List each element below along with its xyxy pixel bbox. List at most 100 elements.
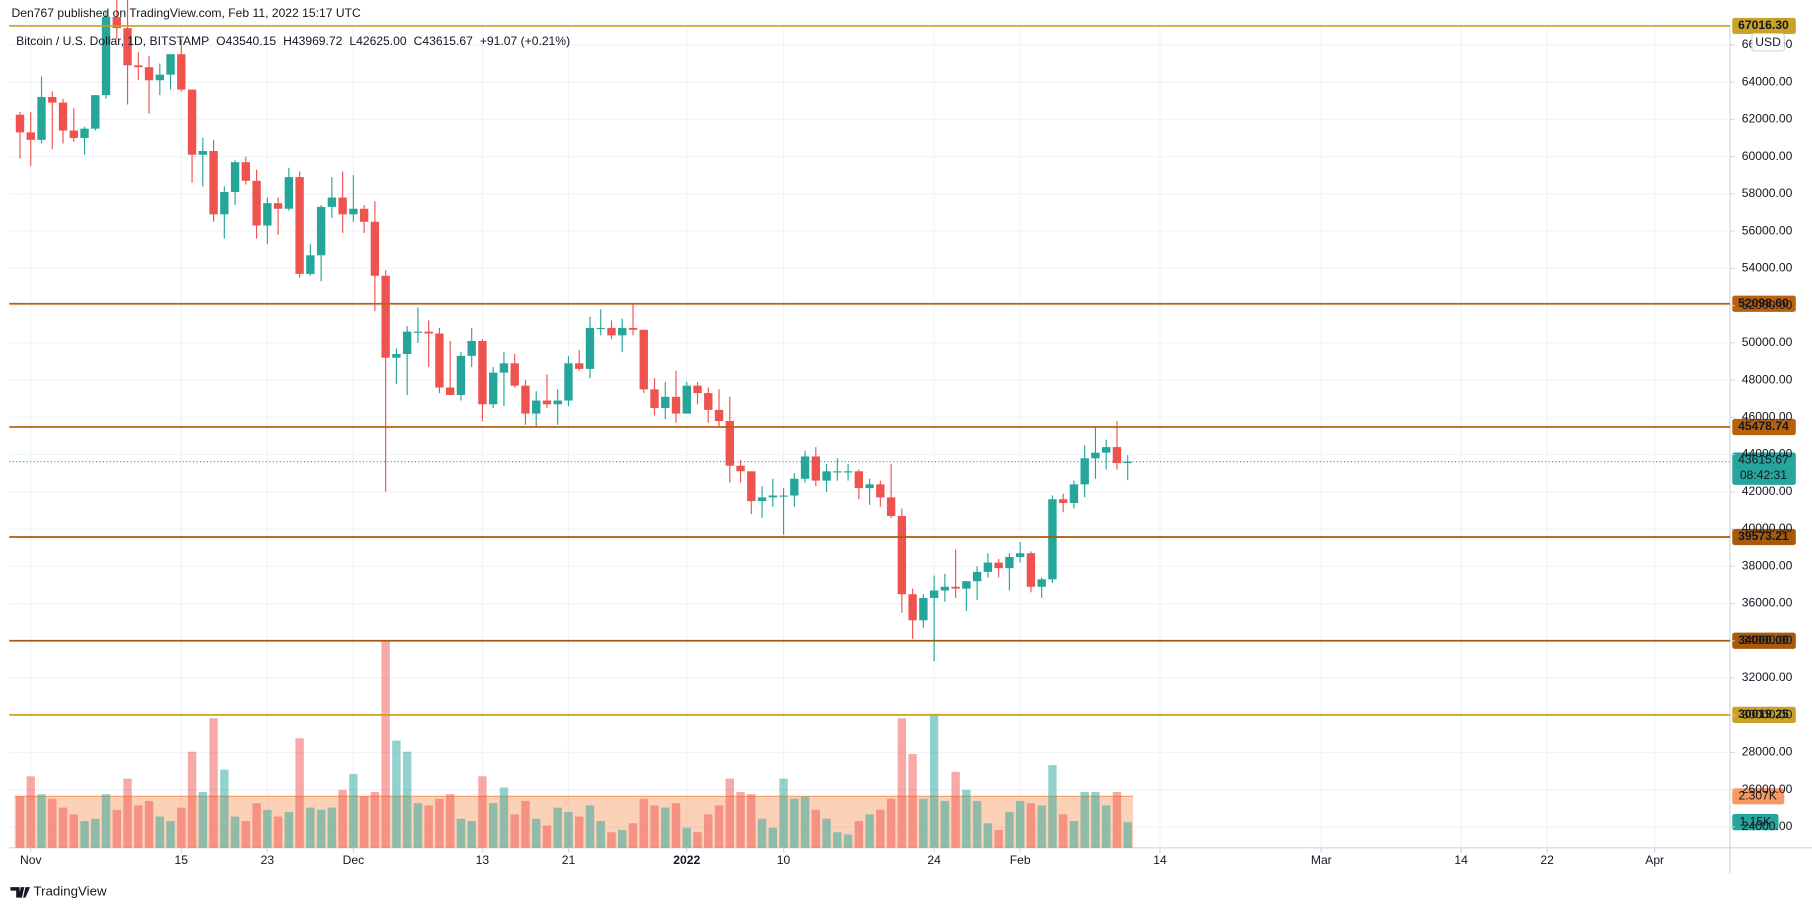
ohlc-value: 42625.00	[356, 34, 407, 48]
volume-bar	[349, 774, 358, 848]
candle-body	[413, 331, 423, 333]
candle-body	[316, 206, 326, 256]
level-label-box	[1732, 295, 1796, 312]
candle-body	[370, 221, 380, 276]
candle-body	[1102, 447, 1111, 453]
candle-body	[327, 197, 337, 207]
candle-body	[639, 329, 648, 390]
y-tick-label: 30000.00	[1742, 707, 1793, 721]
volume-ma-label: 2.307K	[1738, 788, 1776, 802]
volume-bar	[962, 789, 971, 848]
y-tick-label: 34000.00	[1742, 633, 1793, 647]
volume-bar	[811, 809, 821, 848]
y-tick-label: 26000.00	[1742, 782, 1793, 796]
candle-body	[757, 497, 767, 502]
volume-bar	[402, 751, 412, 848]
ohlc-key: C	[414, 34, 423, 48]
volume-bar	[628, 823, 638, 848]
x-tick-label: Feb	[1010, 853, 1031, 867]
brand: TradingView	[34, 883, 107, 898]
volume-last-label: 1.15K	[1740, 814, 1772, 828]
volume-bar	[585, 805, 595, 848]
levels: 67016.30 52098.60 45478.74 39573.21 34000.00…	[9, 17, 1796, 831]
candle-body	[919, 597, 928, 621]
candle-body	[962, 581, 971, 589]
candle-body	[693, 385, 702, 394]
volume-bar	[553, 807, 562, 848]
volume-bar	[886, 798, 896, 848]
volume-bar	[359, 796, 369, 848]
candle-body	[618, 327, 627, 336]
volume-bar	[456, 818, 466, 848]
candle-body	[650, 389, 659, 408]
volume-bar	[381, 640, 390, 848]
candle-body	[1037, 579, 1046, 587]
x-tick-label: 23	[261, 853, 275, 867]
y-tick-label: 62000.00	[1742, 112, 1793, 126]
volume-bar	[1005, 812, 1014, 848]
candle-body	[1026, 553, 1036, 587]
volume-bar	[618, 829, 627, 848]
candle-body	[876, 484, 885, 498]
level-label: 30019.25	[1738, 707, 1789, 721]
candle-body	[499, 363, 509, 373]
x-tick-label: 21	[562, 853, 576, 867]
published: Den767 published on TradingView.com, Feb…	[12, 6, 361, 20]
volume-bar	[101, 794, 111, 848]
candle-body	[252, 180, 261, 226]
currency-box	[1751, 32, 1785, 52]
volume-ma-box	[1732, 788, 1785, 805]
ohlc-key: H	[283, 34, 292, 48]
volume-bar	[983, 823, 993, 848]
volume-bar	[37, 794, 46, 848]
volume-bar	[833, 832, 842, 848]
candle-body	[392, 353, 401, 358]
volume-bar	[327, 807, 337, 848]
candle-body	[607, 327, 616, 336]
candle-body	[854, 471, 864, 489]
volume-bar	[69, 814, 78, 848]
volume-bar	[241, 821, 251, 848]
countdown: 08:42:31	[1740, 468, 1787, 482]
candle-body	[886, 497, 896, 517]
volume-bar	[1102, 805, 1111, 848]
volume-bar	[919, 798, 928, 848]
x-tick-label: Mar	[1311, 853, 1332, 867]
y-tick-label: 32000.00	[1742, 670, 1793, 684]
volume-bar	[1026, 803, 1036, 848]
candle-body	[972, 571, 982, 582]
volume-bar	[1037, 805, 1046, 848]
volume-bar	[876, 809, 885, 848]
volume-bar	[747, 794, 756, 848]
symbol: Bitcoin / U.S. Dollar, 1D, BITSTAMP	[16, 34, 209, 48]
candle-body	[101, 16, 111, 96]
volume-bar	[478, 776, 487, 848]
volume-bar	[661, 807, 670, 848]
volume-bar	[929, 713, 939, 848]
candle-body	[381, 275, 390, 358]
axes: 24000.00 26000.00 28000.00 30000.00 32000.00…	[20, 37, 1793, 867]
candle-body	[220, 191, 229, 215]
volume-bar	[252, 803, 261, 848]
volume-bar	[467, 821, 476, 848]
candle-body	[596, 327, 605, 330]
x-tick-label: Apr	[1645, 853, 1664, 867]
candle-body	[26, 132, 35, 140]
candle-body	[112, 16, 121, 29]
ohlc-value: 43969.72	[292, 34, 343, 48]
volume-bar	[736, 791, 745, 848]
volume-bar	[897, 718, 907, 848]
volume-bar	[48, 798, 57, 848]
candle-body	[1069, 484, 1079, 503]
volume-bar	[607, 832, 616, 848]
candle-body	[241, 162, 251, 181]
volume-bar	[682, 827, 691, 848]
volume-bar	[177, 807, 186, 848]
candle-body	[306, 255, 315, 274]
candle-body	[1005, 556, 1014, 569]
volume-bar	[596, 821, 605, 848]
volume-bar	[273, 816, 283, 848]
volume-bar	[316, 809, 326, 848]
volume-bar	[134, 805, 143, 848]
level-label-box	[1732, 418, 1796, 436]
